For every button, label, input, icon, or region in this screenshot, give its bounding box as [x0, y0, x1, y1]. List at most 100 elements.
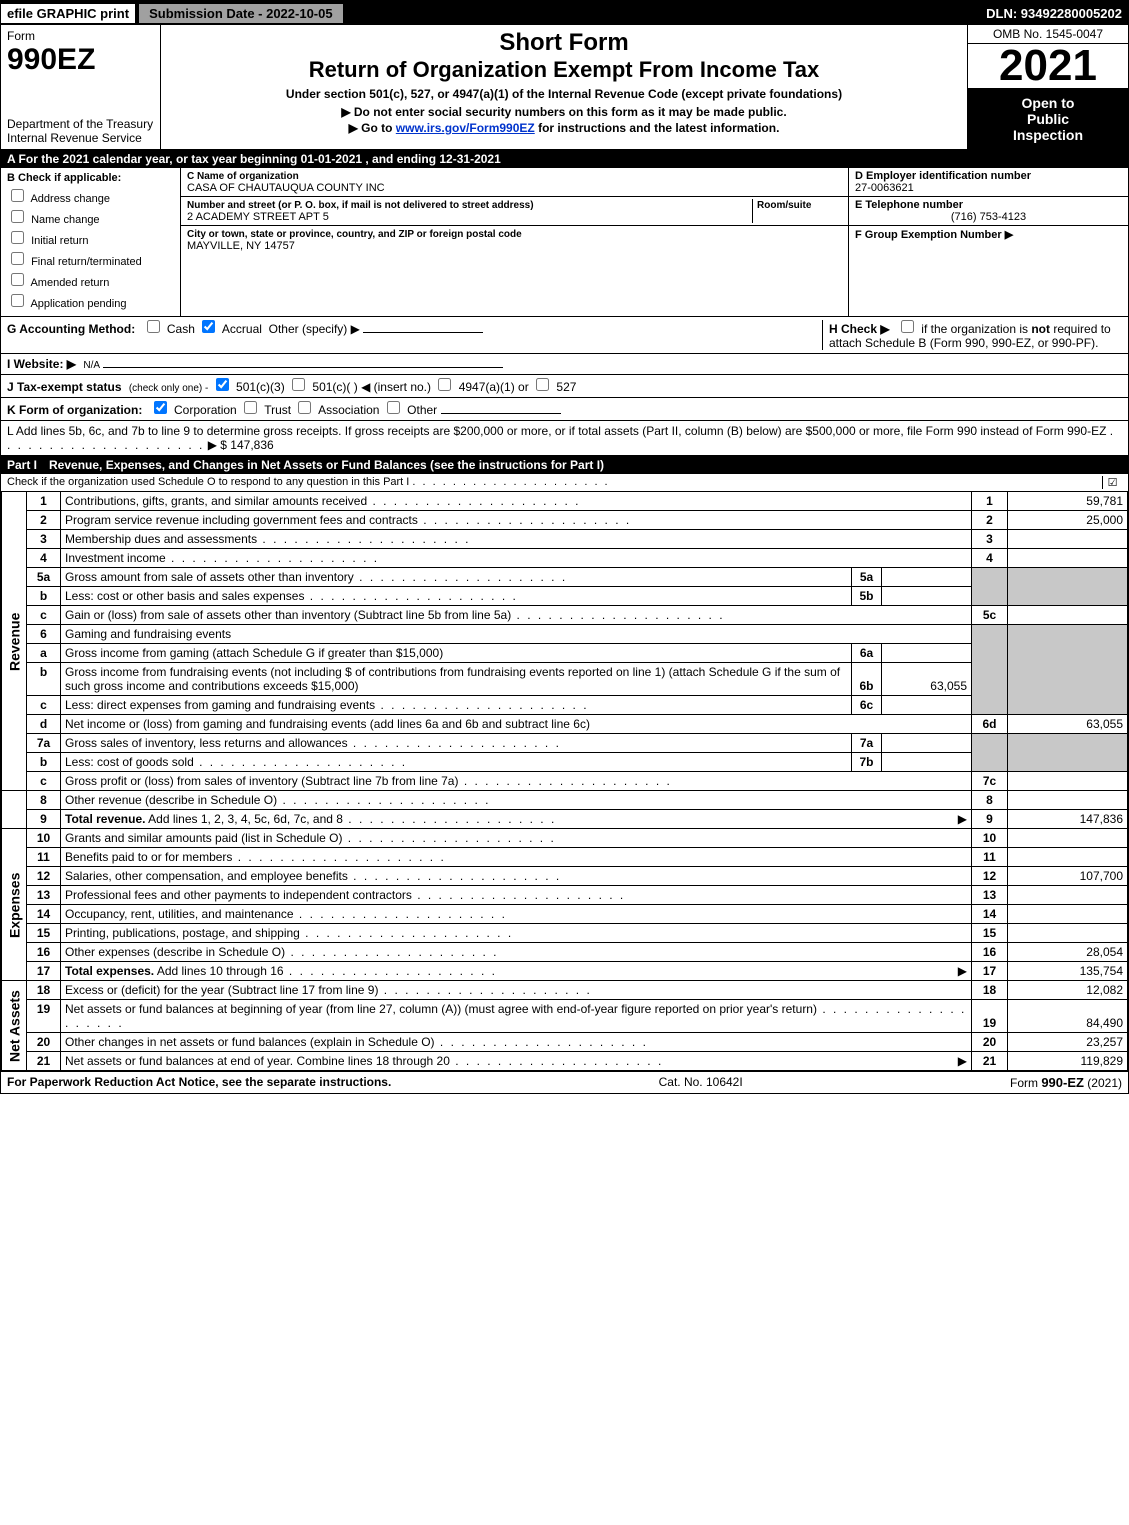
inner-refnum: 7a: [852, 734, 882, 753]
line-num: 19: [27, 1000, 61, 1033]
line-desc: Gross income from gaming (attach Schedul…: [61, 644, 852, 663]
website-value: N/A: [83, 360, 100, 371]
form-number: 990EZ: [7, 43, 154, 77]
chk-association[interactable]: [298, 401, 311, 414]
chk-501c3[interactable]: [216, 378, 229, 391]
line-amount: 135,754: [1008, 962, 1128, 981]
line-amount: 107,700: [1008, 867, 1128, 886]
section-bcdef: B Check if applicable: Address change Na…: [1, 168, 1128, 317]
chk-initial-return[interactable]: Initial return: [7, 228, 174, 247]
chk-cash[interactable]: [147, 320, 160, 333]
line-refnum: 4: [972, 549, 1008, 568]
line-desc: Benefits paid to or for members: [61, 848, 972, 867]
line-refnum: 18: [972, 981, 1008, 1000]
line-refnum: 12: [972, 867, 1008, 886]
line-refnum: 1: [972, 492, 1008, 511]
line-num: 10: [27, 829, 61, 848]
line-refnum: 9: [972, 810, 1008, 829]
line-num: c: [27, 606, 61, 625]
line-refnum: 10: [972, 829, 1008, 848]
line-amount: [1008, 848, 1128, 867]
chk-schedule-b-not-required[interactable]: [901, 320, 914, 333]
line-amount: [1008, 530, 1128, 549]
line-desc: Less: cost of goods sold: [61, 753, 852, 772]
line-desc: Less: cost or other basis and sales expe…: [61, 587, 852, 606]
col-b-checkboxes: B Check if applicable: Address change Na…: [1, 168, 181, 316]
line-amount: [1008, 905, 1128, 924]
line-refnum: 17: [972, 962, 1008, 981]
inner-amount: [882, 734, 972, 753]
line-num: b: [27, 587, 61, 606]
line-desc: Other changes in net assets or fund bala…: [61, 1033, 972, 1052]
grey-cell: [1008, 734, 1128, 772]
vert-net-assets: Net Assets: [2, 981, 27, 1071]
part1-num: Part I: [7, 458, 37, 472]
inner-refnum: 6b: [852, 663, 882, 696]
line-amount: [1008, 791, 1128, 810]
line-desc: Gaming and fundraising events: [61, 625, 972, 644]
line-amount: [1008, 606, 1128, 625]
section-b-header: B Check if applicable:: [7, 172, 174, 184]
chk-amended-return[interactable]: Amended return: [7, 270, 174, 289]
line-num: 9: [27, 810, 61, 829]
line-amount: [1008, 829, 1128, 848]
submission-date-button[interactable]: Submission Date - 2022-10-05: [139, 4, 343, 23]
line-amount: 12,082: [1008, 981, 1128, 1000]
open-to-public: Open to Public Inspection: [968, 89, 1128, 149]
line-amount: [1008, 772, 1128, 791]
line-num: 20: [27, 1033, 61, 1052]
inner-refnum: 5a: [852, 568, 882, 587]
col-c-org-info: C Name of organization CASA OF CHAUTAUQU…: [181, 168, 848, 316]
instr-goto: ▶ Go to www.irs.gov/Form990EZ for instru…: [169, 121, 959, 135]
line-num: d: [27, 715, 61, 734]
inner-refnum: 5b: [852, 587, 882, 606]
line-refnum: 21: [972, 1052, 1008, 1071]
chk-final-return[interactable]: Final return/terminated: [7, 249, 174, 268]
line-refnum: 6d: [972, 715, 1008, 734]
line-desc: Excess or (deficit) for the year (Subtra…: [61, 981, 972, 1000]
grey-cell: [1008, 625, 1128, 715]
instr-no-ssn: ▶ Do not enter social security numbers o…: [169, 105, 959, 119]
line-num: 21: [27, 1052, 61, 1071]
chk-corporation[interactable]: [154, 401, 167, 414]
row-a-tax-year: A For the 2021 calendar year, or tax yea…: [1, 150, 1128, 168]
header-center: Short Form Return of Organization Exempt…: [161, 25, 968, 149]
row-g-h: G Accounting Method: Cash Accrual Other …: [1, 317, 1128, 354]
field-org-name: C Name of organization CASA OF CHAUTAUQU…: [181, 168, 848, 197]
vert-revenue: Revenue: [2, 492, 27, 791]
line-amount: 28,054: [1008, 943, 1128, 962]
dept-text: Department of the Treasury Internal Reve…: [7, 117, 154, 145]
telephone-value: (716) 753-4123: [855, 211, 1122, 223]
chk-trust[interactable]: [244, 401, 257, 414]
part1-schedule-o-checkbox[interactable]: ☑: [1102, 476, 1122, 489]
chk-address-change[interactable]: Address change: [7, 186, 174, 205]
short-form-title: Short Form: [169, 29, 959, 57]
header-left: Form 990EZ Department of the Treasury In…: [1, 25, 161, 149]
line-desc: Printing, publications, postage, and shi…: [61, 924, 972, 943]
field-telephone: E Telephone number (716) 753-4123: [849, 197, 1128, 226]
chk-accrual[interactable]: [202, 320, 215, 333]
chk-501c[interactable]: [292, 378, 305, 391]
chk-4947[interactable]: [438, 378, 451, 391]
line-refnum: 14: [972, 905, 1008, 924]
grey-cell: [1008, 568, 1128, 606]
line-desc: Grants and similar amounts paid (list in…: [61, 829, 972, 848]
line-refnum: 8: [972, 791, 1008, 810]
inner-amount: [882, 644, 972, 663]
paperwork-notice: For Paperwork Reduction Act Notice, see …: [7, 1075, 391, 1090]
chk-name-change[interactable]: Name change: [7, 207, 174, 226]
header-right: OMB No. 1545-0047 2021 Open to Public In…: [968, 25, 1128, 149]
irs-link[interactable]: www.irs.gov/Form990EZ: [396, 121, 535, 135]
chk-application-pending[interactable]: Application pending: [7, 291, 174, 310]
line-num: b: [27, 663, 61, 696]
line-desc: Total expenses. Add lines 10 through 16 …: [61, 962, 972, 981]
line-desc: Program service revenue including govern…: [61, 511, 972, 530]
line-num: c: [27, 696, 61, 715]
part1-lines-table: Revenue 1 Contributions, gifts, grants, …: [1, 491, 1128, 1071]
chk-other-org[interactable]: [387, 401, 400, 414]
line-desc: Membership dues and assessments: [61, 530, 972, 549]
efile-print-button[interactable]: efile GRAPHIC print: [1, 4, 135, 23]
line-num: 16: [27, 943, 61, 962]
line-refnum: 19: [972, 1000, 1008, 1033]
chk-527[interactable]: [536, 378, 549, 391]
